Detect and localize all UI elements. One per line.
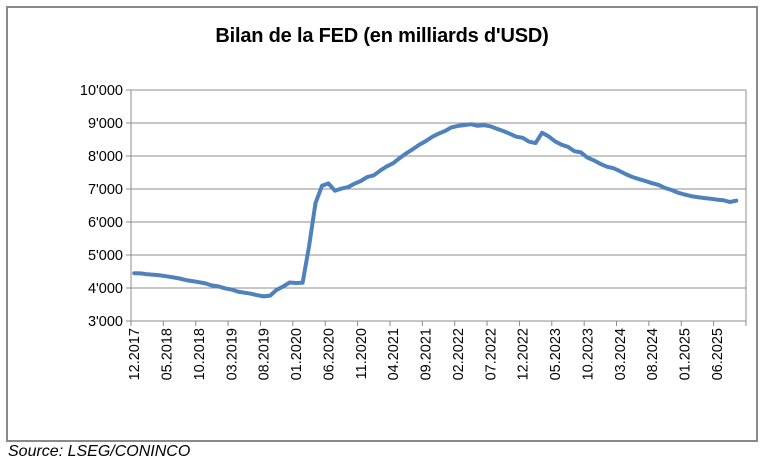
x-tick-label: 10.2018: [192, 328, 208, 380]
x-tick-label: 01.2020: [289, 328, 305, 380]
source-caption: Source: LSEG/CONINCO: [8, 443, 191, 460]
x-tick-label: 05.2018: [160, 328, 176, 380]
chart-frame: [6, 6, 758, 442]
x-tick-label: 09.2021: [419, 328, 435, 380]
y-tick-label: 9'000: [88, 116, 123, 132]
y-tick-label: 5'000: [88, 248, 123, 264]
x-tick-label: 04.2021: [386, 328, 402, 380]
y-tick-label: 10'000: [80, 83, 123, 99]
x-tick-label: 06.2020: [321, 328, 337, 380]
y-tick-label: 7'000: [88, 182, 123, 198]
x-tick-label: 02.2022: [451, 328, 467, 380]
y-tick-label: 3'000: [88, 314, 123, 330]
x-tick-label: 03.2019: [224, 328, 240, 380]
chart-title: Bilan de la FED (en milliards d'USD): [215, 25, 549, 47]
x-tick-label: 05.2023: [548, 328, 564, 380]
x-tick-label: 08.2024: [645, 328, 661, 380]
x-tick-label: 12.2022: [516, 328, 532, 380]
x-tick-label: 07.2022: [483, 328, 499, 380]
x-tick-label: 10.2023: [580, 328, 596, 380]
y-tick-label: 4'000: [88, 281, 123, 297]
y-tick-label: 6'000: [88, 215, 123, 231]
x-tick-label: 12.2017: [127, 328, 143, 380]
fed-balance-series-line: [132, 122, 739, 299]
x-tick-label: 08.2019: [257, 328, 273, 380]
x-tick-label: 11.2020: [354, 328, 370, 379]
x-tick-label: 01.2025: [678, 328, 694, 380]
y-tick-label: 8'000: [88, 149, 123, 165]
x-tick-label: 03.2024: [613, 328, 629, 380]
x-tick-label: 06.2025: [710, 328, 726, 380]
